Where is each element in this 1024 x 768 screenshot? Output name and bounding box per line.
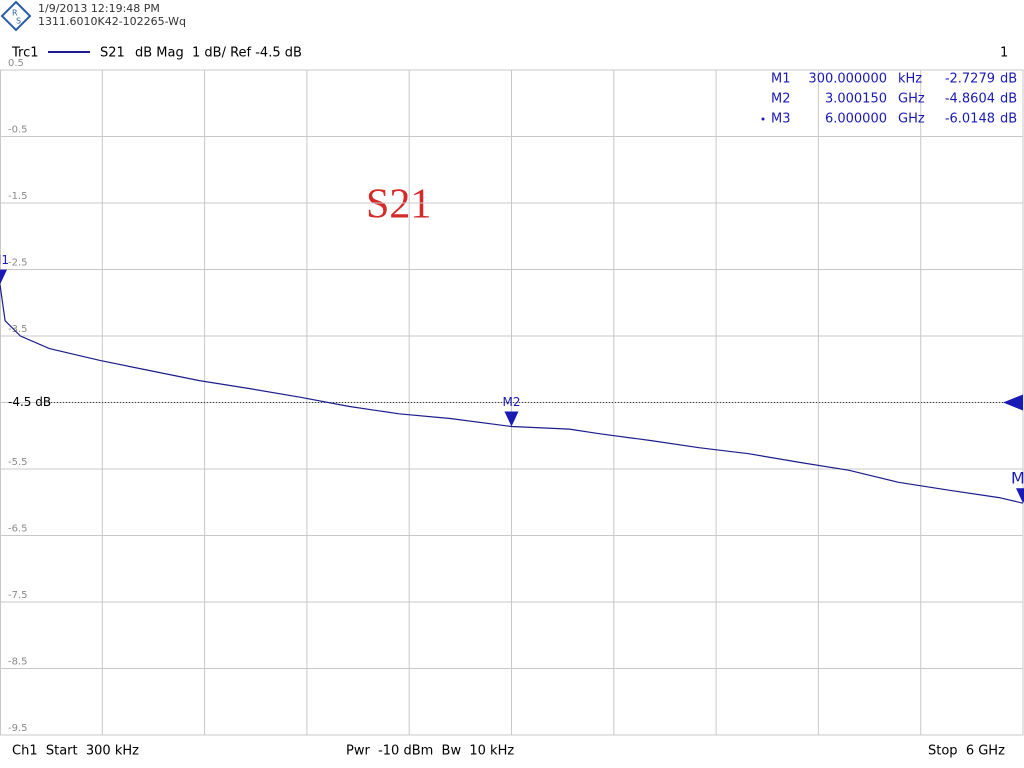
y-tick-label: -5.5 (8, 457, 28, 468)
svg-text:R: R (12, 9, 18, 18)
y-tick-label: -0.5 (8, 125, 28, 136)
marker-unit: kHz (898, 72, 922, 87)
y-tick-label: -6.5 (8, 524, 28, 535)
y-tick-label: -9.5 (8, 723, 28, 734)
y-tick-label: 0.5 (8, 58, 24, 69)
marker-response: -4.8604 (945, 92, 995, 107)
marker-stimulus: 300.000000 (808, 72, 887, 87)
marker-stimulus: 6.000000 (825, 112, 887, 127)
marker-unit: GHz (898, 112, 925, 127)
y-tick-label: -8.5 (8, 657, 28, 668)
marker-stimulus: 3.000150 (825, 92, 887, 107)
marker-name: M1 (771, 72, 791, 87)
reference-arrow (1003, 394, 1023, 411)
channel-number: 1 (1000, 46, 1008, 61)
y-tick-label: -7.5 (8, 590, 28, 601)
svg-text:S: S (16, 17, 21, 26)
legend-entry: S21 (100, 46, 125, 61)
marker-name: M3 (771, 112, 791, 127)
marker-response: -2.7279 (945, 72, 995, 87)
logo: R S (0, 0, 32, 32)
trace-label: Trc1 (11, 46, 39, 61)
marker-name: M2 (771, 92, 791, 107)
marker-triangle (0, 269, 7, 285)
y-tick-label: -3.5 (8, 324, 28, 335)
marker-triangle (504, 411, 519, 427)
device-id: 1311.6010K42-102265-Wq (38, 15, 186, 28)
footer-stop: Stop 6 GHz (928, 744, 1005, 759)
marker-response-unit: dB (1000, 112, 1017, 127)
trace-info: dB Mag 1 dB/ Ref -4.5 dB (135, 46, 302, 61)
marker-response-unit: dB (1000, 72, 1017, 87)
y-tick-label: -4.5 dB (8, 395, 51, 409)
marker-label: M3 (1011, 469, 1024, 488)
timestamp: 1/9/2013 12:19:48 PM (38, 2, 160, 15)
annotation: S21 (366, 182, 431, 228)
active-marker-dot (761, 117, 765, 121)
marker-unit: GHz (898, 92, 925, 107)
y-tick-label: -2.5 (8, 258, 28, 269)
footer-power: Pwr -10 dBm Bw 10 kHz (346, 744, 514, 759)
marker-label: M1 (0, 253, 9, 267)
trace (0, 284, 1024, 504)
marker-response-unit: dB (1000, 92, 1017, 107)
footer-start: Ch1 Start 300 kHz (12, 744, 139, 759)
marker-triangle (1016, 488, 1024, 504)
marker-response: -6.0148 (945, 112, 995, 127)
marker-label: M2 (503, 395, 521, 409)
y-tick-label: -1.5 (8, 191, 28, 202)
